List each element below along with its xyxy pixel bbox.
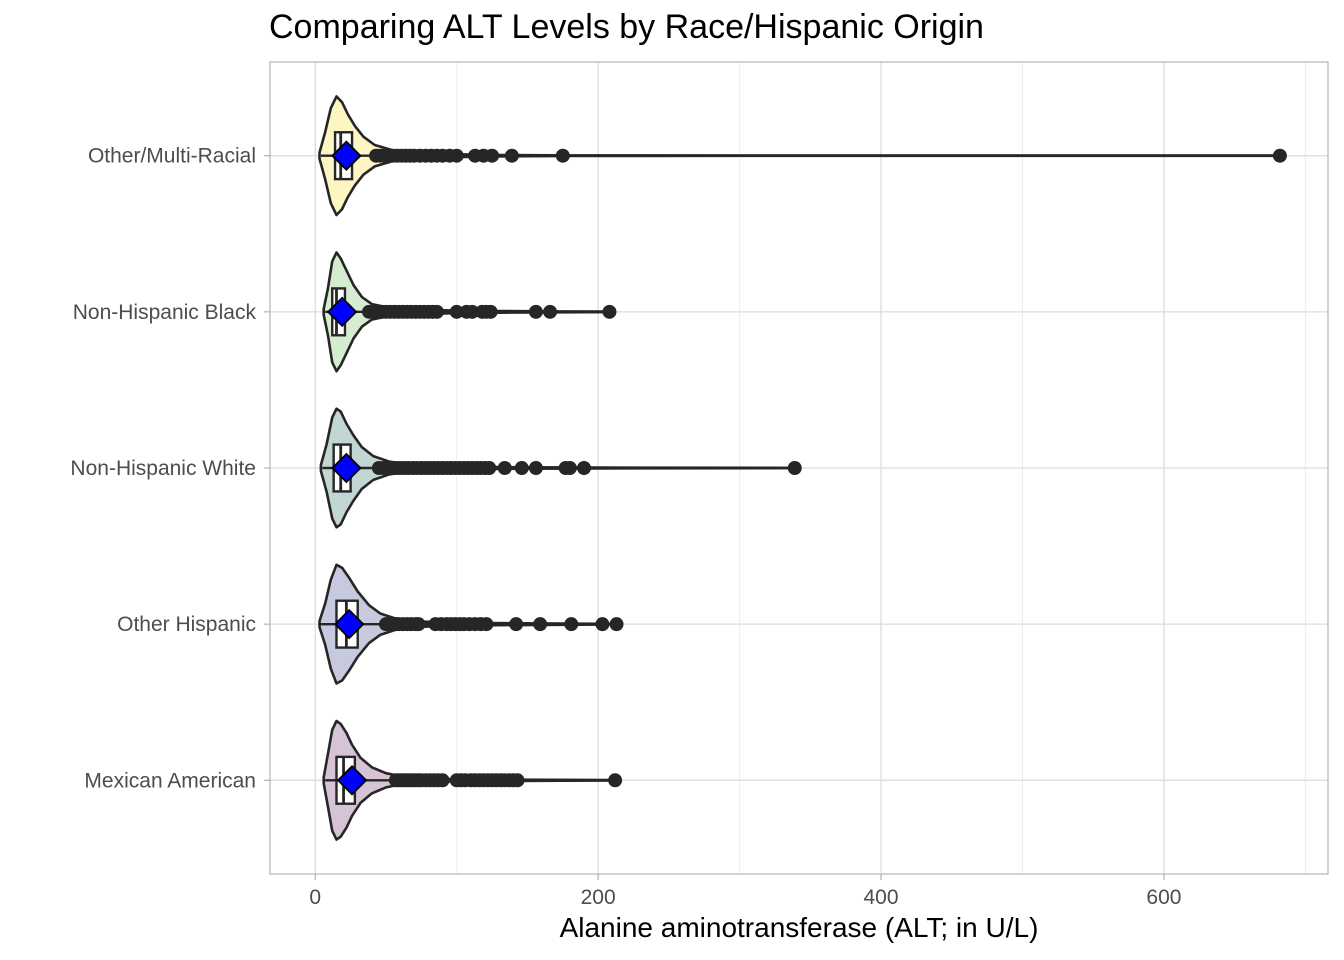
y-tick-label: Non-Hispanic White [70, 457, 256, 480]
outlier-point [608, 773, 623, 788]
x-tick-label: 600 [1146, 886, 1181, 909]
outlier-point [497, 461, 512, 475]
mean-marker [331, 452, 362, 484]
outlier-point [609, 617, 624, 632]
outlier-point [564, 617, 579, 632]
mean-marker [331, 140, 362, 171]
outlier-point [429, 304, 444, 319]
x-tick-label: 0 [309, 886, 321, 909]
outlier-point [577, 461, 592, 475]
outlier-point [411, 617, 426, 632]
mean-marker [326, 296, 358, 328]
outlier-point [509, 617, 524, 632]
mean-marker [333, 608, 365, 640]
y-tick-label: Other/Multi-Racial [88, 145, 256, 168]
outlier-point [485, 148, 500, 163]
outlier-point [482, 461, 497, 475]
x-axis-label: Alanine aminotransferase (ALT; in U/L) [559, 912, 1039, 943]
outlier-point [555, 148, 570, 163]
y-tick-label: Mexican American [84, 769, 256, 792]
outlier-point [510, 773, 525, 788]
outlier-point [483, 304, 498, 319]
outlier-point [504, 148, 519, 163]
outlier-point [533, 617, 548, 632]
x-tick-label: 200 [581, 886, 616, 909]
outlier-point [465, 304, 480, 319]
outlier-point [595, 617, 610, 632]
outlier-point [528, 304, 543, 319]
axis-layer: 0 200 400 600 Mexican American Other Hispanic… [70, 145, 1181, 909]
outlier-point [602, 304, 617, 319]
x-tick-label: 400 [864, 886, 899, 909]
outlier-point [1272, 148, 1287, 163]
outlier-point [514, 461, 529, 475]
outlier-point [543, 304, 558, 319]
outlier-point [528, 461, 543, 475]
y-tick-label: Non-Hispanic Black [73, 301, 257, 324]
outlier-point [479, 617, 494, 632]
chart-title: Comparing ALT Levels by Race/Hispanic Or… [269, 8, 984, 46]
outlier-point [562, 461, 577, 475]
y-tick-label: Other Hispanic [117, 613, 256, 636]
mean-marker [336, 765, 368, 796]
outlier-point [787, 461, 802, 475]
outlier-point [435, 773, 450, 788]
point-layer [326, 140, 1287, 796]
outlier-point [449, 148, 464, 163]
outlier-point [449, 304, 464, 319]
